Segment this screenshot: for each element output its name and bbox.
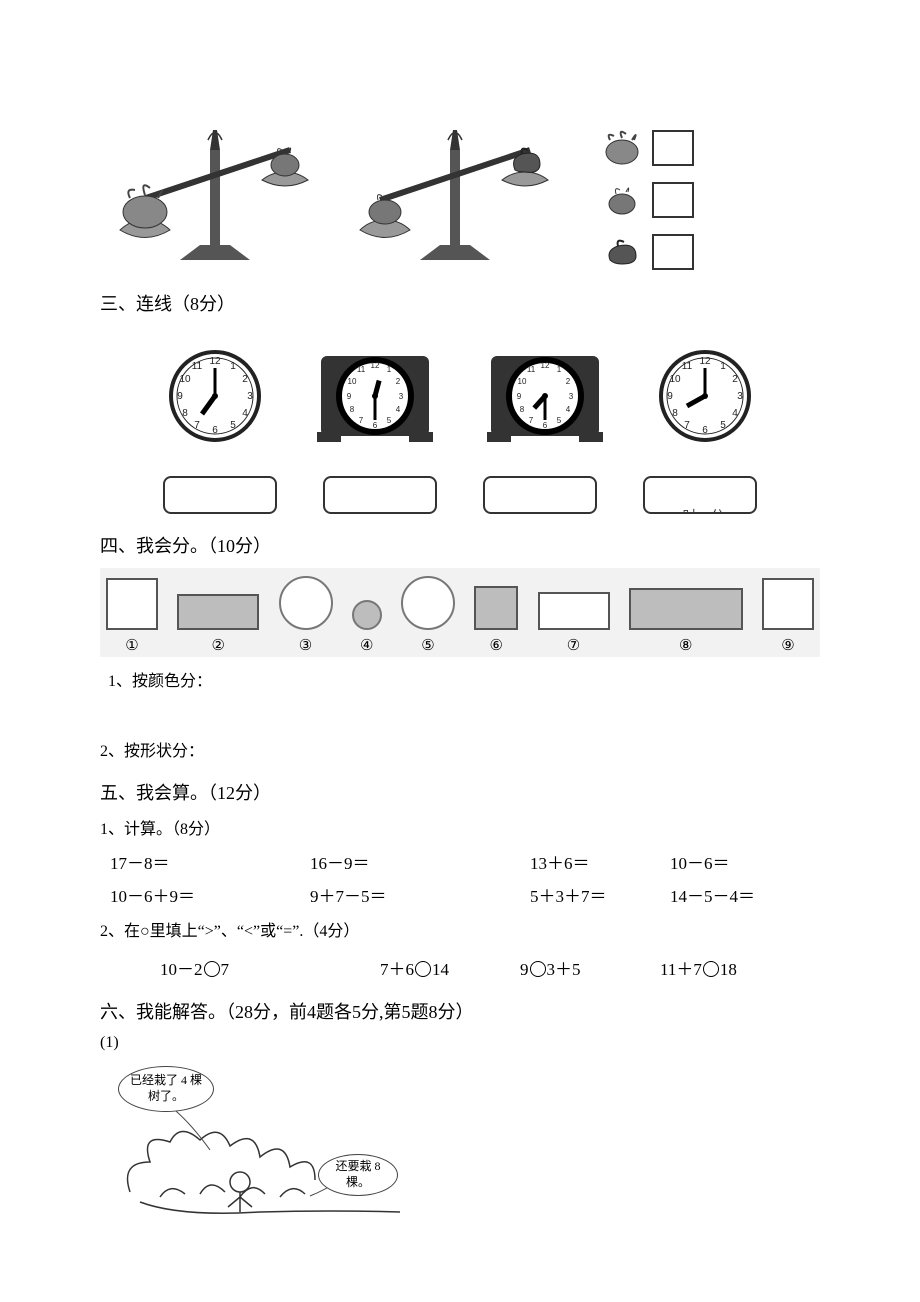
svg-text:12: 12 [209,356,221,367]
s6-q1-label: (1) [100,1034,820,1052]
scale-2 [340,80,570,270]
shape-③: ③ [279,576,333,655]
svg-text:2: 2 [242,374,248,385]
compare-circle[interactable] [703,961,719,977]
svg-text:8: 8 [520,405,525,414]
clock-1: 12 12 3 45 6 78 9 1011 [165,346,265,446]
svg-text:11: 11 [192,361,203,372]
shape-②: ② [177,594,259,655]
svg-text:10: 10 [348,377,357,386]
section-6-title: 六、我能解答。（28分，前4题各5分,第5题8分） [100,998,820,1024]
svg-text:11: 11 [682,361,693,372]
shape-⑤: ⑤ [401,576,455,655]
svg-text:7: 7 [529,416,534,425]
svg-text:2: 2 [732,374,738,385]
svg-text:10: 10 [518,377,527,386]
balance-scales-figure [100,80,820,270]
svg-text:7: 7 [684,420,690,431]
svg-text:3: 3 [569,392,574,401]
s4-q1: 1、按颜色分： [108,667,820,691]
shape-⑨: ⑨ [762,578,814,655]
svg-text:1: 1 [230,361,236,372]
svg-text:5: 5 [557,416,562,425]
svg-text:4: 4 [396,405,401,414]
shape-④: ④ [352,600,382,655]
s5-q2: 2、在○里填上“>”、“<”或“=”.（4分） [100,917,820,941]
svg-text:5: 5 [387,416,392,425]
compare-circle[interactable] [415,961,431,977]
svg-text:9: 9 [517,392,522,401]
shape-⑥: ⑥ [474,586,518,655]
eggplant-answer-box[interactable] [652,234,694,270]
time-box-1[interactable]: 8：30 [163,476,277,514]
arith-row-1: 17－8＝ 16－9＝ 13＋6＝ 10－6＝ [100,849,820,874]
svg-text:4: 4 [242,408,248,419]
radish-icon [600,182,644,218]
svg-text:3: 3 [737,391,743,402]
svg-text:1: 1 [720,361,726,372]
clocks-row: 1212 345 678 91011 12369 1245 781011 [100,346,820,446]
time-box-2[interactable]: 7：00 [323,476,437,514]
weight-answer-column [600,130,694,270]
arith-row-2: 10－6＋9＝ 9＋7－5＝ 5＋3＋7＝ 14－5－4＝ [100,882,820,907]
svg-text:5: 5 [720,420,726,431]
section-3-title: 三、连线（8分） [100,290,820,316]
shapes-strip: ①②③④⑤⑥⑦⑧⑨ [100,568,820,657]
svg-text:8: 8 [182,408,188,419]
svg-text:9: 9 [667,391,673,402]
compare-circle[interactable] [204,961,220,977]
s4-q2: 2、按形状分： [100,737,820,761]
svg-text:3: 3 [399,392,404,401]
shape-①: ① [106,578,158,655]
speech-bubble-2: 还要栽 8 棵。 [318,1154,398,1196]
radish-answer-box[interactable] [652,182,694,218]
svg-text:6: 6 [543,421,548,430]
clock-3: 12 3 6 9 12 45 78 1011 [485,346,605,446]
clock-2: 12 3 6 9 12 45 78 1011 [315,346,435,446]
svg-text:6: 6 [212,425,218,436]
svg-text:4: 4 [732,408,738,419]
svg-text:3: 3 [247,391,253,402]
svg-text:8: 8 [350,405,355,414]
svg-text:9: 9 [347,392,352,401]
time-box-3[interactable]: 3：00 [483,476,597,514]
time-boxes-row: 8：30 7：00 3：00 6时30分 [100,476,820,514]
svg-text:4: 4 [566,405,571,414]
svg-text:1: 1 [387,365,392,374]
svg-text:12: 12 [699,356,711,367]
svg-text:6: 6 [373,421,378,430]
shape-⑦: ⑦ [538,592,610,655]
svg-text:11: 11 [527,365,536,374]
svg-text:8: 8 [672,408,678,419]
svg-text:10: 10 [179,374,191,385]
time-box-4[interactable]: 6时30分 [643,476,757,514]
clock-4: 12 12 3 45 6 78 9 1011 [655,346,755,446]
section-4-title: 四、我会分。（10分） [100,532,820,558]
svg-text:11: 11 [357,365,366,374]
svg-text:1: 1 [557,365,562,374]
svg-text:12: 12 [541,361,550,370]
eggplant-icon [600,234,644,270]
svg-text:2: 2 [566,377,571,386]
svg-text:12: 12 [371,361,380,370]
scale-1 [100,80,330,270]
s5-q1: 1、计算。（8分） [100,815,820,839]
svg-text:5: 5 [230,420,236,431]
svg-text:7: 7 [194,420,200,431]
svg-text:9: 9 [177,391,183,402]
compare-circle[interactable] [530,961,546,977]
shape-⑧: ⑧ [629,588,743,655]
cabbage-answer-box[interactable] [652,130,694,166]
compare-row: 10－27 7＋614 93＋5 11＋718 [100,955,820,980]
svg-text:6: 6 [702,425,708,436]
svg-text:7: 7 [359,416,364,425]
cabbage-icon [600,130,644,166]
section-5-title: 五、我会算。（12分） [100,779,820,805]
svg-text:2: 2 [396,377,401,386]
q6-scene: 已经栽了 4 棵树了。 还要栽 8 棵。 [100,1062,420,1222]
svg-text:10: 10 [669,374,681,385]
speech-bubble-1: 已经栽了 4 棵树了。 [118,1066,214,1112]
